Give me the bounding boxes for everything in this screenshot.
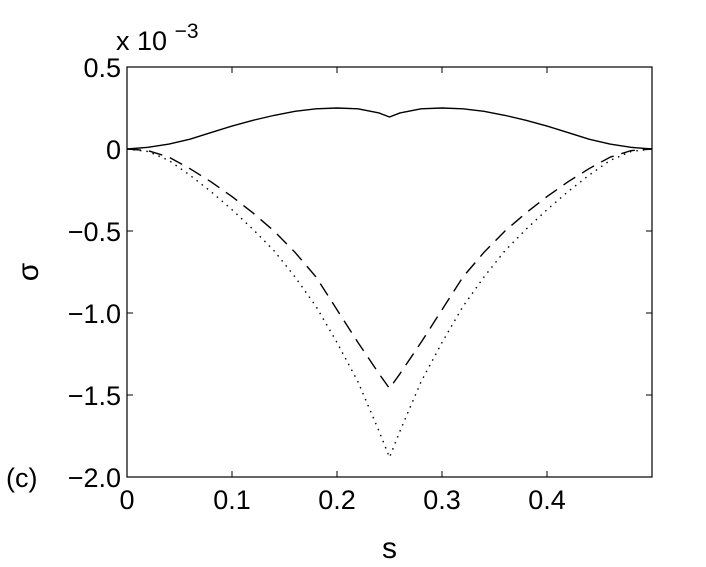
plot-box (126, 66, 653, 478)
ticks-layer: 0 0.1 0.2 0.3 0.4 0.5 0 −0.5 −1.0 −1.5 −2.0 (68, 53, 652, 515)
series-layer (126, 107, 653, 459)
series-line-dotted (126, 148, 653, 459)
y-multiplier-label: x 10 −3 (116, 20, 199, 56)
x-tick-label: 0.1 (213, 485, 251, 515)
x-tick-label: 0.2 (318, 485, 356, 515)
labels-layer: σ s (c) x 10 −3 (6, 20, 397, 565)
panel-label: (c) (6, 463, 37, 493)
y-tick-label: −0.5 (68, 217, 121, 247)
y-tick-label: −1.0 (68, 299, 121, 329)
x-tick-label: 0 (119, 485, 134, 515)
series-line-dashed (126, 148, 653, 390)
y-axis-label: σ (12, 262, 45, 281)
x-tick-label: 0.4 (528, 485, 566, 515)
y-tick-label: 0 (106, 135, 121, 165)
x-tick-label: 0.3 (423, 485, 461, 515)
y-tick-label: −1.5 (68, 381, 121, 411)
y-tick-label: 0.5 (83, 53, 121, 83)
x-axis-label: s (382, 532, 397, 565)
plot-area (126, 66, 653, 478)
series-line-solid (126, 107, 653, 150)
y-multiplier-prefix: x 10 (116, 26, 167, 56)
y-tick-label: −2.0 (68, 463, 121, 493)
y-multiplier-exponent: −3 (175, 20, 199, 43)
